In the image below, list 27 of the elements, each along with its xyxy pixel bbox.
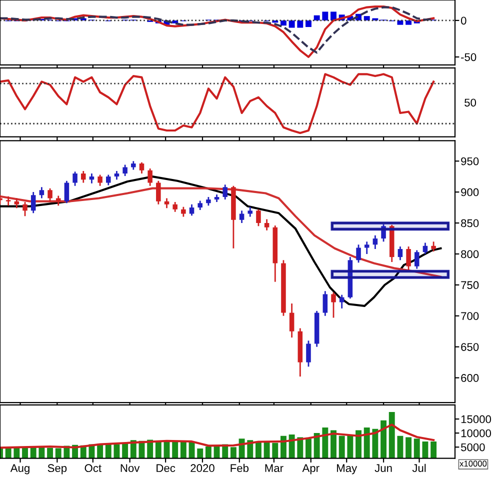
- x-tick-label: Oct: [84, 464, 102, 472]
- y-tick-label: 600: [461, 374, 479, 382]
- y-tick-label: 750: [461, 281, 479, 290]
- y-tick-label: 5000: [461, 443, 485, 452]
- x-tick-label: Jul: [412, 464, 426, 472]
- x-tick-label: Mar: [265, 464, 284, 472]
- x-tick-label: Apr: [302, 464, 320, 474]
- y-tick-label: 950: [461, 157, 479, 166]
- y-tick-label: -50: [461, 53, 476, 62]
- y-tick-label: 10000: [461, 429, 492, 438]
- y-tick-label: 900: [461, 188, 479, 196]
- x-tick-label: Feb: [230, 464, 249, 472]
- x-tick-label: Aug: [10, 464, 30, 474]
- x-tick-label: Sep: [48, 464, 67, 474]
- x-tick-label: Nov: [120, 464, 140, 472]
- y-tick-label: 650: [461, 343, 479, 351]
- y-tick-label: 850: [461, 219, 479, 228]
- text: 50: [464, 98, 476, 107]
- y-tick-label: 0: [460, 16, 466, 25]
- x-tick-label: 2020: [190, 464, 214, 472]
- text: x10000: [460, 460, 487, 467]
- y-tick-label: 700: [461, 312, 479, 320]
- y-tick-label: 15000: [461, 415, 492, 424]
- x-tick-label: Dec: [156, 464, 176, 472]
- y-tick-label: 800: [461, 250, 479, 258]
- x-tick-label: Jun: [374, 464, 392, 472]
- x-tick-label: May: [337, 464, 358, 474]
